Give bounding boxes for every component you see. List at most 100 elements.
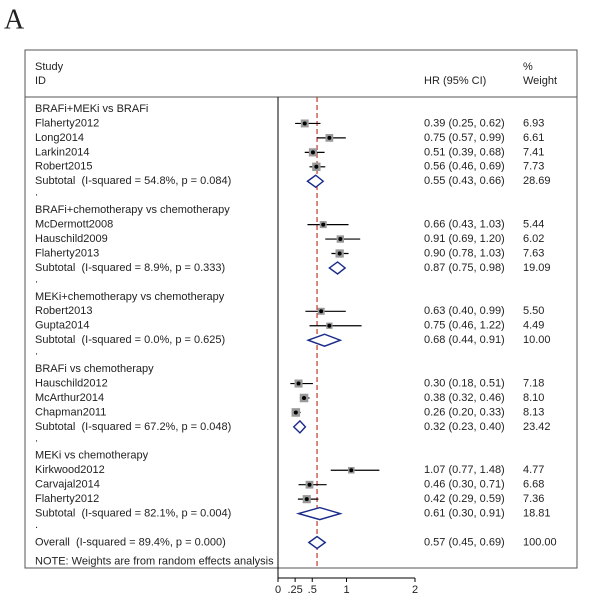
point-estimate (314, 164, 319, 169)
point-estimate (304, 497, 309, 502)
separator: . (35, 187, 38, 199)
weight: 6.61 (523, 132, 544, 144)
pooled-diamond (292, 419, 307, 434)
hr-ci: 0.38 (0.32, 0.46) (424, 392, 505, 404)
x-tick-label: 0 (275, 584, 281, 596)
x-tick-label: .5 (308, 584, 317, 596)
hr-ci: 0.32 (0.23, 0.40) (424, 421, 505, 433)
row-label: McArthur2014 (35, 392, 104, 404)
row-label: Hauschild2009 (35, 233, 108, 245)
hr-ci: 0.56 (0.46, 0.69) (424, 161, 505, 173)
hr-ci: 0.30 (0.18, 0.51) (424, 377, 505, 389)
point-estimate (337, 251, 342, 256)
header-weight: Weight (523, 75, 557, 87)
weight: 7.73 (523, 161, 544, 173)
row-label: Robert2015 (35, 161, 93, 173)
point-estimate (321, 222, 326, 227)
row-label: Chapman2011 (35, 406, 106, 418)
weight: 8.10 (523, 392, 544, 404)
weight: 7.36 (523, 493, 544, 505)
row-label: Robert2013 (35, 305, 93, 317)
point-estimate (327, 323, 332, 328)
point-estimate (338, 237, 343, 242)
hr-ci: 0.68 (0.44, 0.91) (424, 334, 505, 346)
row-label: Flaherty2012 (35, 117, 99, 129)
row-label: Subtotal (I-squared = 67.2%, p = 0.048) (35, 421, 231, 433)
row-label: McDermott2008 (35, 219, 113, 231)
note: NOTE: Weights are from random effects an… (35, 555, 274, 567)
separator: . (35, 346, 38, 358)
x-tick-label: 2 (412, 584, 418, 596)
hr-ci: 0.51 (0.39, 0.68) (424, 146, 505, 158)
hr-ci: 0.63 (0.40, 0.99) (424, 305, 505, 317)
weight: 5.44 (523, 219, 544, 231)
point-estimate (327, 135, 332, 140)
pooled-diamond (328, 261, 347, 275)
weight: 8.13 (523, 406, 544, 418)
hr-ci: 0.90 (0.78, 1.03) (424, 247, 505, 259)
group-title: BRAFi vs chemotherapy (35, 363, 154, 375)
hr-ci: 0.75 (0.46, 1.22) (424, 320, 505, 332)
row-label: Gupta2014 (35, 320, 89, 332)
hr-ci: 0.91 (0.69, 1.20) (424, 233, 505, 245)
separator: . (35, 519, 38, 531)
weight: 10.00 (523, 334, 551, 346)
row-label: Overall (I-squared = 89.4%, p = 0.000) (35, 536, 226, 548)
header-hr: HR (95% CI) (424, 75, 486, 87)
hr-ci: 0.39 (0.25, 0.62) (424, 117, 505, 129)
point-estimate (349, 468, 354, 473)
point-estimate (319, 309, 324, 314)
point-estimate (302, 396, 307, 400)
weight: 7.41 (523, 146, 544, 158)
group-title: BRAFi+chemotherapy vs chemotherapy (35, 204, 230, 216)
weight: 23.42 (523, 421, 551, 433)
weight: 6.93 (523, 117, 544, 129)
row-label: Subtotal (I-squared = 54.8%, p = 0.084) (35, 175, 231, 187)
row-label: Carvajal2014 (35, 479, 100, 491)
weight: 4.77 (523, 464, 544, 476)
row-label: Long2014 (35, 132, 84, 144)
group-title: BRAFi+MEKi vs BRAFi (35, 103, 148, 115)
hr-ci: 0.42 (0.29, 0.59) (424, 493, 505, 505)
row-label: Subtotal (I-squared = 8.9%, p = 0.333) (35, 262, 225, 274)
pooled-diamond (306, 174, 325, 189)
weight: 4.49 (523, 320, 544, 332)
row-label: Larkin2014 (35, 146, 89, 158)
pooled-diamond (306, 333, 343, 347)
hr-ci: 0.75 (0.57, 0.99) (424, 132, 505, 144)
header-study: Study (35, 61, 64, 73)
point-estimate (296, 381, 301, 386)
row-label: Kirkwood2012 (35, 464, 105, 476)
hr-ci: 0.66 (0.43, 1.03) (424, 219, 505, 231)
weight: 28.69 (523, 175, 551, 187)
header-id: ID (35, 75, 46, 87)
hr-ci: 1.07 (0.77, 1.48) (424, 464, 505, 476)
weight: 7.63 (523, 247, 544, 259)
group-title: MEKi vs chemotherapy (35, 450, 149, 462)
weight: 6.02 (523, 233, 544, 245)
x-tick-label: .25 (287, 584, 302, 596)
hr-ci: 0.57 (0.45, 0.69) (424, 536, 505, 548)
weight: 7.18 (523, 377, 544, 389)
pooled-diamond (307, 535, 327, 550)
row-label: Flaherty2013 (35, 247, 99, 259)
hr-ci: 0.26 (0.20, 0.33) (424, 406, 505, 418)
point-estimate (293, 410, 298, 415)
pooled-diamond (295, 506, 343, 521)
group-title: MEKi+chemotherapy vs chemotherapy (35, 291, 225, 303)
separator: . (35, 273, 38, 285)
row-label: Hauschild2012 (35, 377, 108, 389)
weight: 5.50 (523, 305, 544, 317)
hr-ci: 0.55 (0.43, 0.66) (424, 175, 505, 187)
panel-label: A (4, 4, 25, 35)
row-label: Flaherty2012 (35, 493, 99, 505)
point-estimate (307, 482, 312, 487)
weight: 100.00 (523, 536, 557, 548)
x-tick-label: 1 (343, 584, 349, 596)
hr-ci: 0.46 (0.30, 0.71) (424, 479, 505, 491)
weight: 6.68 (523, 479, 544, 491)
row-label: Subtotal (I-squared = 82.1%, p = 0.004) (35, 508, 231, 520)
point-estimate (302, 121, 307, 126)
